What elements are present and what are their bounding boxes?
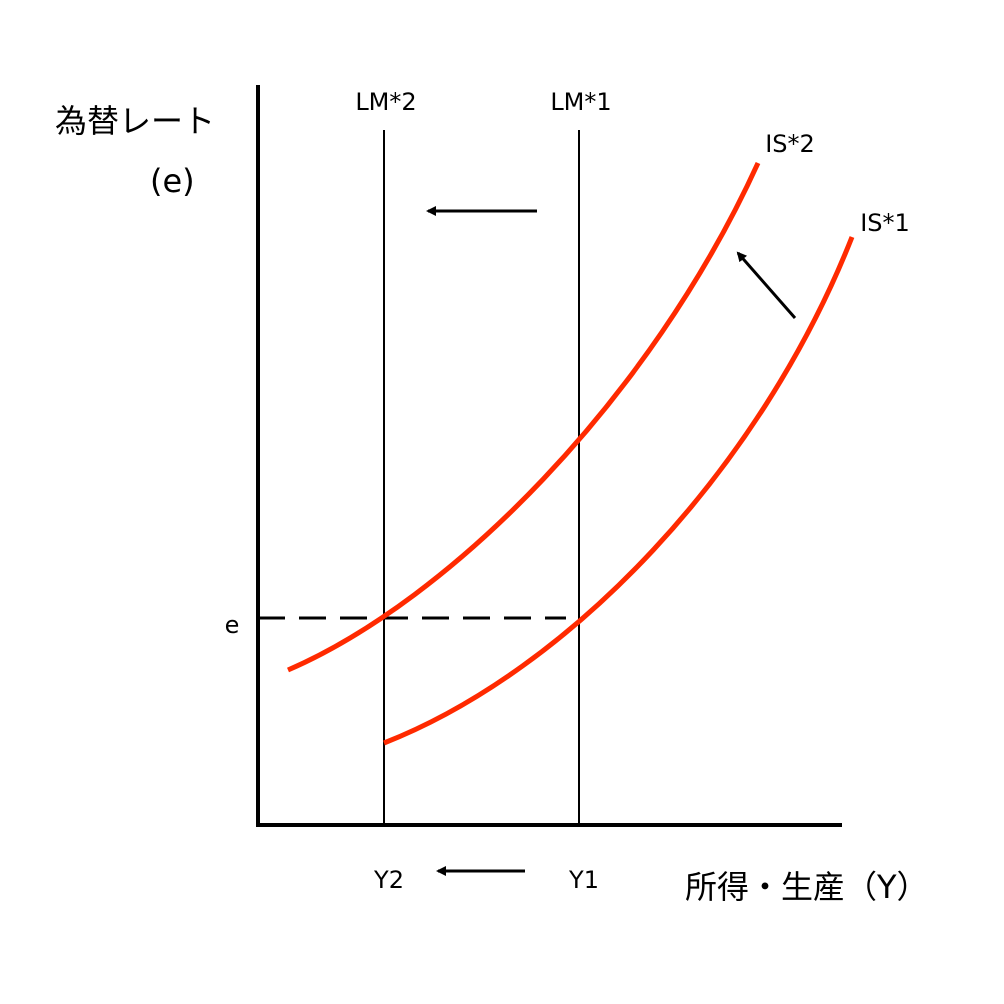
lm1-label: LM*1 xyxy=(550,88,611,116)
is2-curve xyxy=(287,161,761,673)
e-tick-label: e xyxy=(225,611,240,639)
is1-curve xyxy=(383,236,855,746)
lm2-label: LM*2 xyxy=(355,88,416,116)
y-axis-symbol: (e) xyxy=(150,162,195,200)
y1-tick-label: Y1 xyxy=(568,866,599,894)
y2-tick-label: Y2 xyxy=(373,866,404,894)
is-shift-arrow xyxy=(736,251,797,319)
x-axis-title: 所得・生産（Y） xyxy=(685,868,929,906)
is1-label: IS*1 xyxy=(860,209,910,237)
is2-label: IS*2 xyxy=(765,130,815,158)
y-axis-title: 為替レート xyxy=(55,102,215,140)
